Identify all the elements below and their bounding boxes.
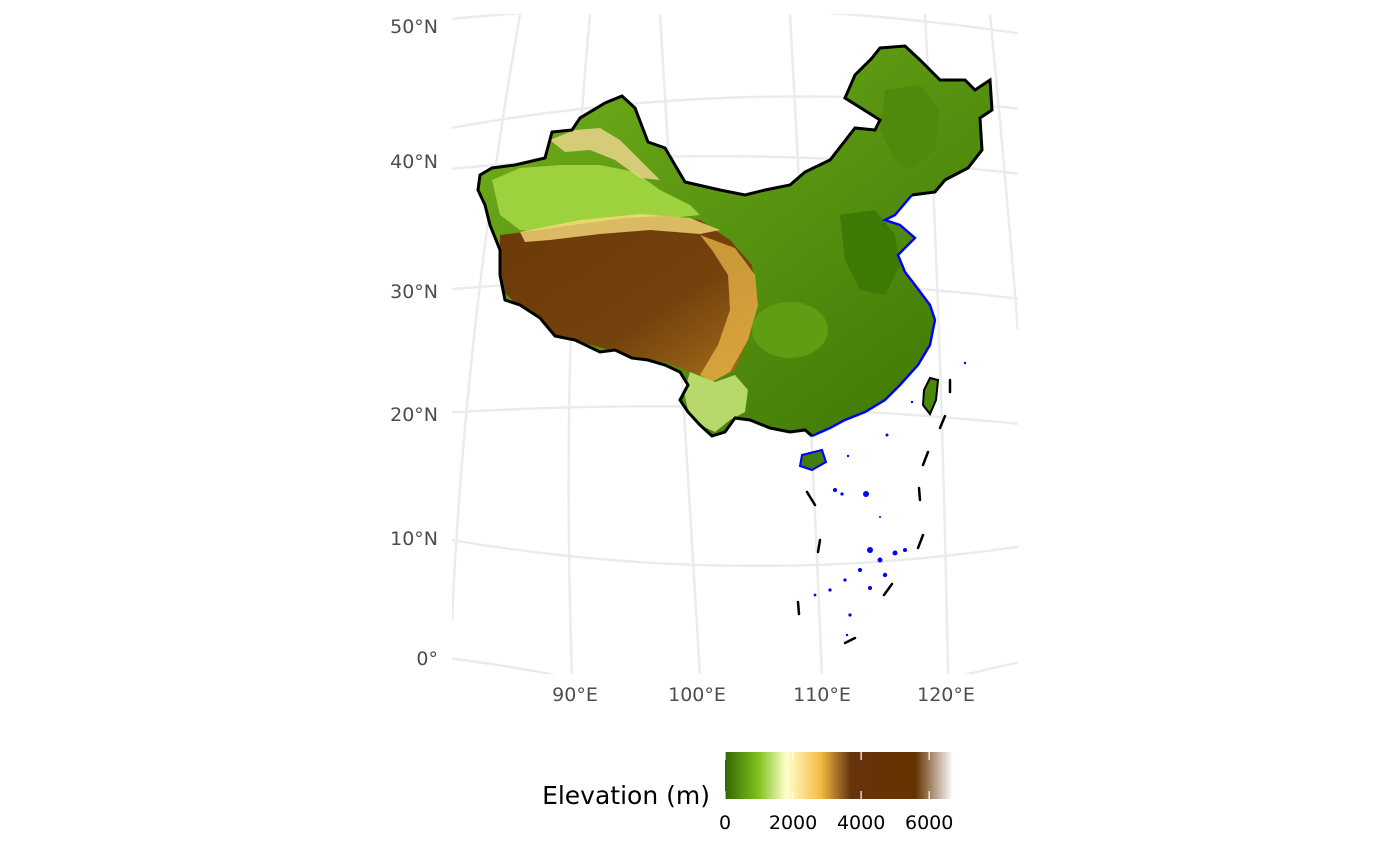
latitude-labels: 50°N 40°N 30°N 20°N 10°N 0° [390, 16, 438, 670]
nine-dash-line [796, 378, 952, 645]
legend-tick-label: 4000 [837, 812, 885, 834]
kunlun-range [520, 214, 720, 242]
plateau-edge [700, 235, 758, 382]
taiwan-island [921, 376, 940, 416]
graticule-line-90e [567, 14, 592, 674]
elevation-legend: Elevation (m) 0 2000 4000 6000 [542, 752, 953, 834]
lon-label: 100°E [668, 684, 726, 706]
south-china-sea-islands [813, 361, 967, 637]
lat-label: 30°N [390, 281, 438, 303]
legend-tick-label: 0 [719, 812, 731, 834]
graticule-line-0 [452, 657, 557, 674]
lon-label: 120°E [917, 684, 975, 706]
graticule-line-80e [452, 14, 522, 621]
coastline [811, 194, 937, 438]
lon-label: 110°E [793, 684, 851, 706]
graticule-line-10n [452, 538, 1018, 568]
graticule-line-50n [452, 14, 1018, 35]
legend-ticks: 0 2000 4000 6000 [719, 752, 953, 834]
hainan-island [798, 448, 828, 472]
tianshan-range [550, 128, 660, 180]
lon-label: 90°E [552, 684, 598, 706]
tibetan-plateau [500, 216, 758, 380]
lat-label: 10°N [390, 528, 438, 550]
lat-label: 50°N [390, 16, 438, 38]
yunnan-uplands [684, 372, 748, 432]
legend-tick-label: 2000 [769, 812, 817, 834]
land-border [476, 44, 994, 438]
north-china-plain [840, 210, 900, 295]
lat-label: 0° [416, 648, 438, 670]
graticule-line-130e [988, 14, 1018, 331]
longitude-labels: 90°E 100°E 110°E 120°E [552, 684, 975, 706]
china-elevation-raster [476, 44, 994, 645]
lat-label: 20°N [390, 404, 438, 426]
northeast-plain [880, 85, 940, 170]
legend-colorbar [725, 752, 953, 799]
lat-label: 40°N [390, 151, 438, 173]
graticule-line-0-east [963, 661, 1018, 674]
legend-tick-label: 6000 [905, 812, 953, 834]
sichuan-basin [752, 302, 828, 358]
legend-title: Elevation (m) [542, 781, 710, 810]
